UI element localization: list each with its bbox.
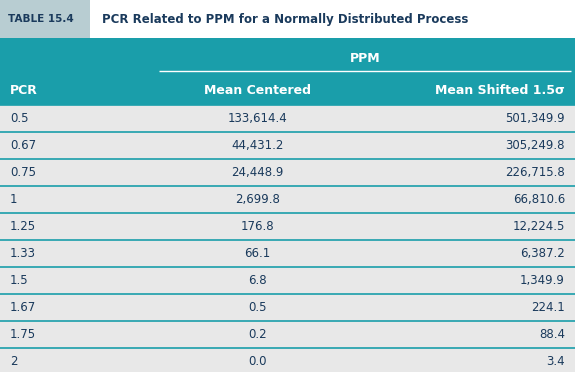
Text: Mean Centered: Mean Centered [204, 83, 311, 96]
Text: 24,448.9: 24,448.9 [231, 166, 283, 179]
Bar [90, 0, 575, 38]
Text: 501,349.9: 501,349.9 [505, 112, 565, 125]
Text: PPM: PPM [350, 52, 380, 65]
Bar [0, 348, 575, 372]
Bar [0, 213, 575, 240]
Text: 66.1: 66.1 [244, 247, 271, 260]
Text: 226,715.8: 226,715.8 [505, 166, 565, 179]
Text: 305,249.8: 305,249.8 [505, 139, 565, 152]
Text: 6.8: 6.8 [248, 274, 267, 287]
Text: 0.67: 0.67 [10, 139, 36, 152]
Bar [0, 0, 90, 38]
Text: 12,224.5: 12,224.5 [513, 220, 565, 233]
Text: 0.2: 0.2 [248, 328, 267, 341]
Text: 2,699.8: 2,699.8 [235, 193, 280, 206]
Bar [0, 240, 575, 267]
Text: 1.75: 1.75 [10, 328, 36, 341]
Text: 1.25: 1.25 [10, 220, 36, 233]
Bar [0, 321, 575, 348]
Text: PCR Related to PPM for a Normally Distributed Process: PCR Related to PPM for a Normally Distri… [102, 13, 469, 26]
Bar [0, 294, 575, 321]
Text: 1.67: 1.67 [10, 301, 36, 314]
Text: 176.8: 176.8 [241, 220, 274, 233]
Text: 133,614.4: 133,614.4 [228, 112, 288, 125]
Text: 88.4: 88.4 [539, 328, 565, 341]
Text: 1,349.9: 1,349.9 [520, 274, 565, 287]
Text: 6,387.2: 6,387.2 [520, 247, 565, 260]
Text: PCR: PCR [10, 83, 38, 96]
Bar [0, 105, 575, 132]
Text: 0.75: 0.75 [10, 166, 36, 179]
Text: TABLE 15.4: TABLE 15.4 [8, 14, 74, 24]
Bar [0, 75, 575, 105]
Text: 0.5: 0.5 [10, 112, 29, 125]
Text: 0.0: 0.0 [248, 355, 267, 368]
Text: 44,431.2: 44,431.2 [231, 139, 283, 152]
Bar [0, 132, 575, 159]
Bar [0, 38, 575, 45]
Text: 1.33: 1.33 [10, 247, 36, 260]
Text: 1: 1 [10, 193, 17, 206]
Text: 0.5: 0.5 [248, 301, 267, 314]
Text: 2: 2 [10, 355, 17, 368]
Bar [0, 45, 575, 75]
Text: 224.1: 224.1 [531, 301, 565, 314]
Text: 66,810.6: 66,810.6 [513, 193, 565, 206]
Bar [0, 159, 575, 186]
Text: Mean Shifted 1.5σ: Mean Shifted 1.5σ [435, 83, 565, 96]
Bar [0, 186, 575, 213]
Bar [0, 267, 575, 294]
Text: 1.5: 1.5 [10, 274, 29, 287]
Text: 3.4: 3.4 [546, 355, 565, 368]
